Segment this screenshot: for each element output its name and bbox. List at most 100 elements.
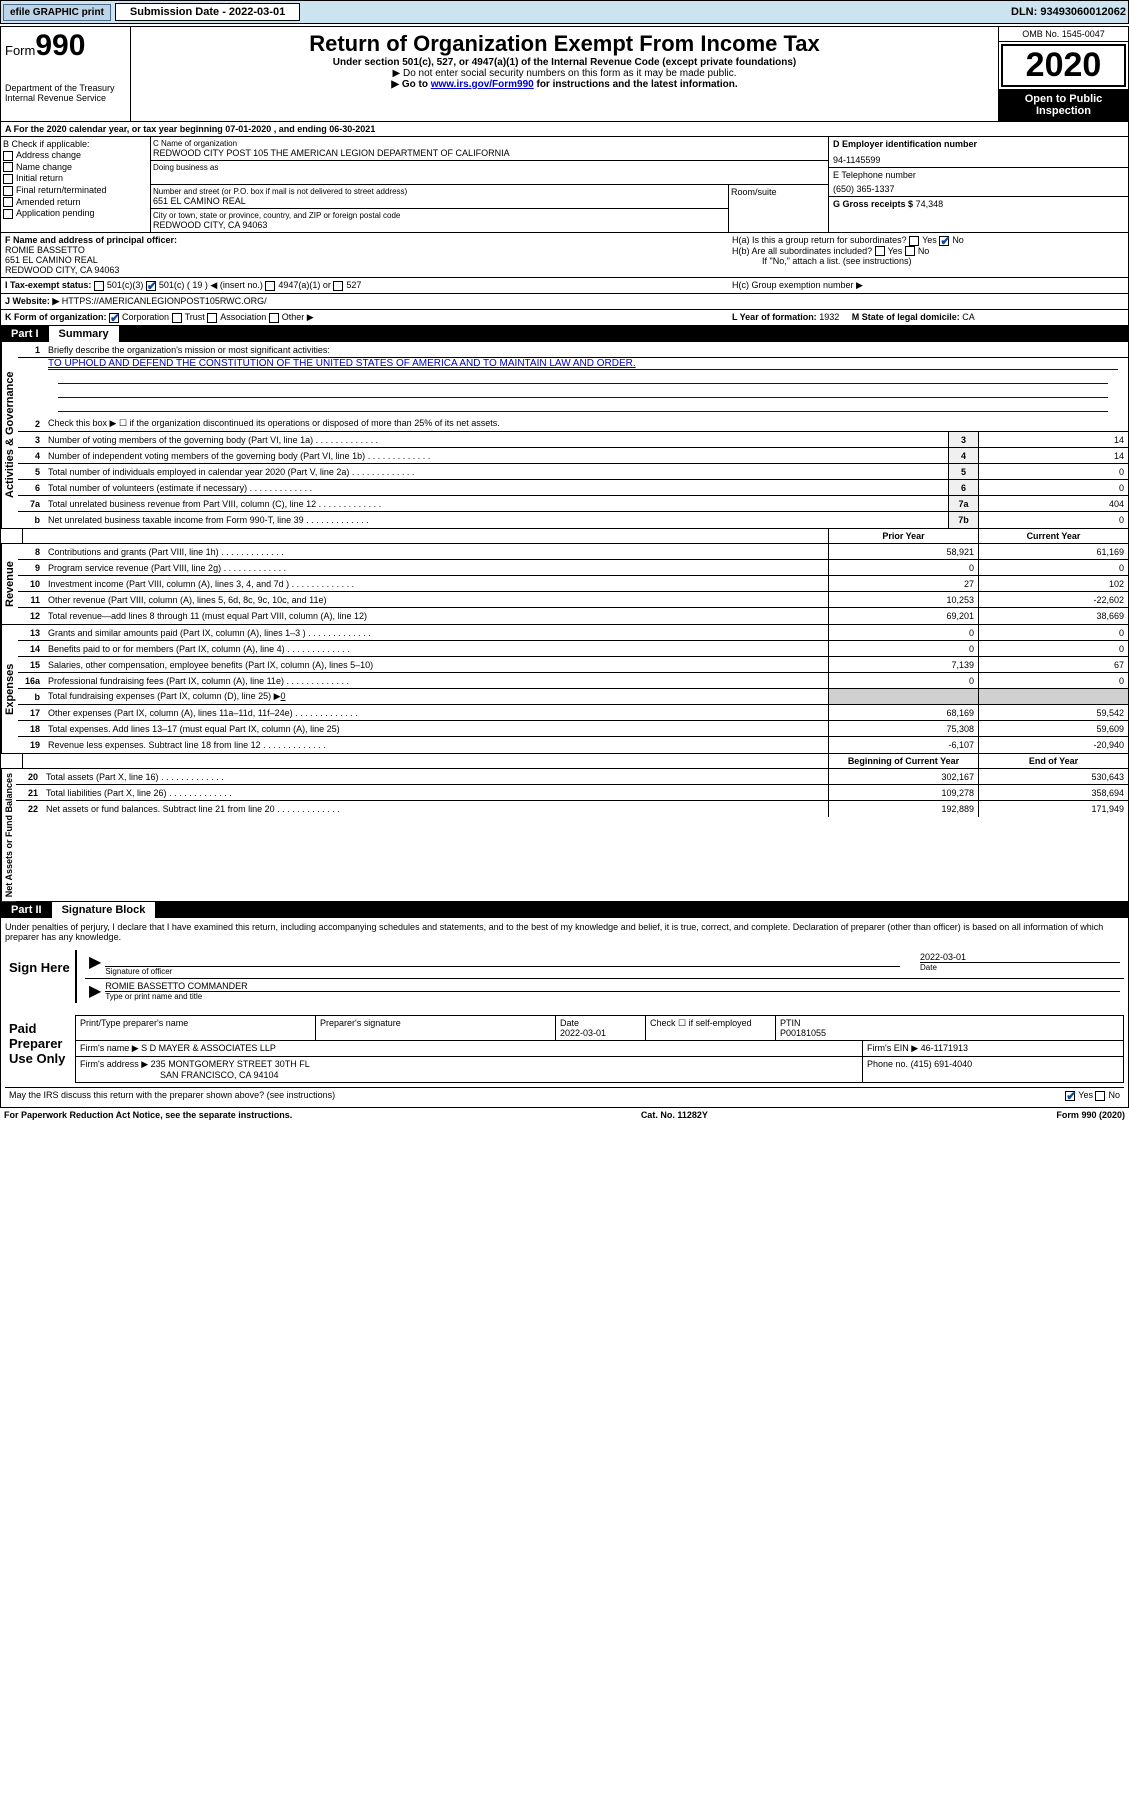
cb-address[interactable]: Address change xyxy=(3,150,148,161)
cb-initial[interactable]: Initial return xyxy=(3,173,148,184)
goto-pre: ▶ Go to xyxy=(391,79,430,90)
q12: Total revenue—add lines 8 through 11 (mu… xyxy=(46,610,828,622)
q7a: Total unrelated business revenue from Pa… xyxy=(46,498,948,510)
q1: Briefly describe the organization's miss… xyxy=(46,344,1128,356)
prep-sig-label: Preparer's signature xyxy=(316,1016,556,1040)
q6: Total number of volunteers (estimate if … xyxy=(46,482,948,494)
goto-post: for instructions and the latest informat… xyxy=(534,79,738,90)
q4: Number of independent voting members of … xyxy=(46,450,948,462)
p14: 0 xyxy=(828,641,978,656)
p21: 109,278 xyxy=(828,785,978,800)
q9: Program service revenue (Part VIII, line… xyxy=(46,562,828,574)
room-suite: Room/suite xyxy=(728,185,828,232)
firm-addr2: SAN FRANCISCO, CA 94104 xyxy=(160,1070,279,1080)
addr-label: Number and street (or P.O. box if mail i… xyxy=(153,187,726,196)
q13: Grants and similar amounts paid (Part IX… xyxy=(46,627,828,639)
firm-ein-label: Firm's EIN ▶ xyxy=(867,1043,918,1053)
q21: Total liabilities (Part X, line 26) xyxy=(44,787,828,799)
sig-arrow-icon: ▶ xyxy=(89,952,101,976)
form-word: Form xyxy=(5,43,35,58)
c17: 59,542 xyxy=(978,705,1128,720)
type-name-label: Type or print name and title xyxy=(105,991,1120,1001)
q5: Total number of individuals employed in … xyxy=(46,466,948,478)
p13: 0 xyxy=(828,625,978,640)
name-label: C Name of organization xyxy=(153,139,826,148)
c15: 67 xyxy=(978,657,1128,672)
part2-num: Part II xyxy=(1,902,52,918)
phone-value: (650) 365-1337 xyxy=(833,184,1124,194)
website-url: HTTPS://AMERICANLEGIONPOST105RWC.ORG/ xyxy=(62,296,267,307)
mission-text: TO UPHOLD AND DEFEND THE CONSTITUTION OF… xyxy=(48,358,1118,370)
c8: 61,169 xyxy=(978,544,1128,559)
dept-treasury: Department of the Treasury Internal Reve… xyxy=(5,83,126,103)
ssn-warning: ▶ Do not enter social security numbers o… xyxy=(135,68,994,79)
tax-status-label: I Tax-exempt status: xyxy=(5,280,91,290)
cb-name[interactable]: Name change xyxy=(3,162,148,173)
section-abcdefg: B Check if applicable: Address change Na… xyxy=(1,137,1128,233)
cb-amended[interactable]: Amended return xyxy=(3,197,148,208)
firm-phone-label: Phone no. xyxy=(867,1059,908,1069)
hb-label: H(b) Are all subordinates included? xyxy=(732,246,872,256)
part2-header: Part II Signature Block xyxy=(1,902,1128,918)
firm-addr-label: Firm's address ▶ xyxy=(80,1059,148,1069)
hc-label: H(c) Group exemption number ▶ xyxy=(724,280,1124,291)
part1-title: Summary xyxy=(49,326,119,342)
org-city: REDWOOD CITY, CA 94063 xyxy=(153,220,726,230)
end-year-label: End of Year xyxy=(978,754,1128,768)
check-heading: B Check if applicable: xyxy=(3,139,148,149)
q16a: Professional fundraising fees (Part IX, … xyxy=(46,675,828,687)
c10: 102 xyxy=(978,576,1128,591)
firm-name-label: Firm's name ▶ xyxy=(80,1043,139,1053)
col-b-checkboxes: B Check if applicable: Address change Na… xyxy=(1,137,151,232)
officer-label: F Name and address of principal officer: xyxy=(5,235,724,245)
cb-final[interactable]: Final return/terminated xyxy=(3,185,148,196)
phone-label: E Telephone number xyxy=(833,170,1124,180)
c20: 530,643 xyxy=(978,769,1128,784)
ptin-value: P00181055 xyxy=(780,1028,826,1038)
c9: 0 xyxy=(978,560,1128,575)
v5: 0 xyxy=(978,464,1128,479)
p20: 302,167 xyxy=(828,769,978,784)
v4: 14 xyxy=(978,448,1128,463)
dba-label: Doing business as xyxy=(153,163,826,172)
prep-name-label: Print/Type preparer's name xyxy=(76,1016,316,1040)
hb-note: If "No," attach a list. (see instruction… xyxy=(732,256,1124,266)
prior-year-label: Prior Year xyxy=(828,529,978,543)
c16a: 0 xyxy=(978,673,1128,688)
officer-typed-name: ROMIE BASSETTO COMMANDER xyxy=(105,981,1120,991)
state-label: M State of legal domicile: xyxy=(852,312,960,322)
k-label: K Form of organization: xyxy=(5,312,107,322)
city-label: City or town, state or province, country… xyxy=(153,211,726,220)
vert-net-assets: Net Assets or Fund Balances xyxy=(1,769,16,901)
q8: Contributions and grants (Part VIII, lin… xyxy=(46,546,828,558)
dln-number: DLN: 93493060012062 xyxy=(1011,6,1126,18)
p17: 68,169 xyxy=(828,705,978,720)
period-line: A For the 2020 calendar year, or tax yea… xyxy=(1,122,1128,137)
form-990: Form990 Department of the Treasury Inter… xyxy=(0,26,1129,1108)
ein-label: D Employer identification number xyxy=(833,139,1124,149)
q19: Revenue less expenses. Subtract line 18 … xyxy=(46,739,828,751)
year-formation: 1932 xyxy=(819,312,839,322)
current-year-label: Current Year xyxy=(978,529,1128,543)
open-inspection: Open to Public Inspection xyxy=(999,89,1128,121)
c21: 358,694 xyxy=(978,785,1128,800)
website-label: J Website: ▶ xyxy=(5,296,59,307)
part1-num: Part I xyxy=(1,326,49,342)
cb-pending[interactable]: Application pending xyxy=(3,208,148,219)
c11: -22,602 xyxy=(978,592,1128,607)
check-self-employed[interactable]: Check ☐ if self-employed xyxy=(646,1016,776,1040)
gross-label: G Gross receipts $ xyxy=(833,199,913,209)
p11: 10,253 xyxy=(828,592,978,607)
page-footer: For Paperwork Reduction Act Notice, see … xyxy=(0,1108,1129,1122)
vert-activities: Activities & Governance xyxy=(1,342,18,528)
topbar: efile GRAPHIC print Submission Date - 20… xyxy=(0,0,1129,24)
paid-preparer-label: Paid Preparer Use Only xyxy=(5,1011,75,1087)
part1-header: Part I Summary xyxy=(1,326,1128,342)
officer-addr2: REDWOOD CITY, CA 94063 xyxy=(5,265,724,275)
irs-link[interactable]: www.irs.gov/Form990 xyxy=(431,79,534,90)
efile-button[interactable]: efile GRAPHIC print xyxy=(3,4,111,21)
sig-officer-label: Signature of officer xyxy=(105,966,900,976)
q14: Benefits paid to or for members (Part IX… xyxy=(46,643,828,655)
expenses-section: Expenses 13Grants and similar amounts pa… xyxy=(1,625,1128,754)
vert-revenue: Revenue xyxy=(1,544,18,624)
